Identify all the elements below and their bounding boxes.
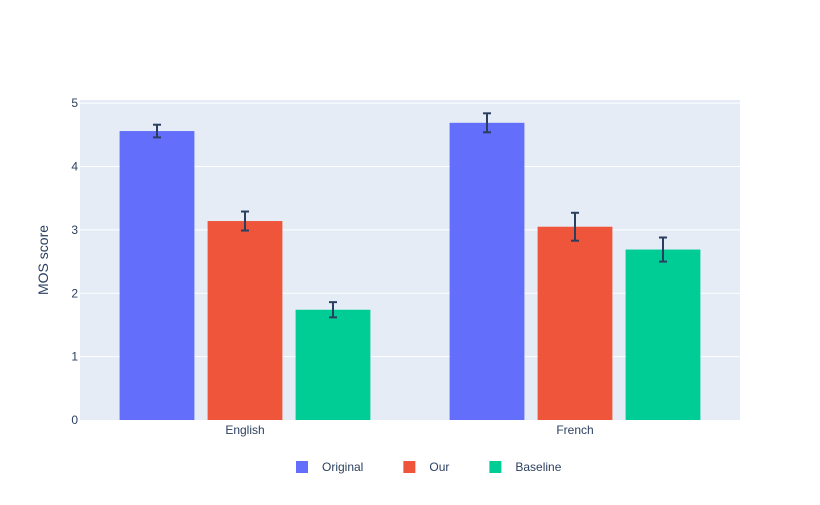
bar-original-english[interactable] <box>119 131 195 420</box>
legend-label: Original <box>322 460 363 474</box>
bar-baseline-english[interactable] <box>295 309 371 420</box>
y-tick-label: 5 <box>71 96 78 110</box>
legend-label: Baseline <box>515 460 561 474</box>
x-axis-ticks: English French <box>225 423 593 437</box>
legend-item-baseline[interactable]: Baseline <box>489 460 562 474</box>
x-tick-label: English <box>225 423 264 437</box>
bar-original-french[interactable] <box>449 122 525 420</box>
error-bars <box>153 112 667 319</box>
legend-item-our[interactable]: Our <box>403 460 449 474</box>
y-tick-label: 3 <box>71 223 78 237</box>
y-tick-label: 4 <box>71 160 78 174</box>
y-tick-label: 2 <box>71 286 78 300</box>
legend-item-original[interactable]: Original <box>296 460 363 474</box>
y-tick-label: 0 <box>71 413 78 427</box>
x-tick-label: French <box>556 423 593 437</box>
y-tick-label: 1 <box>71 350 78 364</box>
y-axis-title: MOS score <box>35 225 51 295</box>
legend-swatch <box>489 461 502 473</box>
bar-our-english[interactable] <box>207 221 283 420</box>
bars <box>119 122 701 420</box>
legend-swatch <box>403 461 416 473</box>
bar-baseline-french[interactable] <box>625 249 701 420</box>
y-axis-ticks: 0 1 2 3 4 5 <box>71 96 78 427</box>
legend-label: Our <box>429 460 449 474</box>
legend-swatch <box>296 461 308 473</box>
bar-our-french[interactable] <box>537 226 613 420</box>
legend[interactable]: Original Our Baseline <box>296 460 562 474</box>
